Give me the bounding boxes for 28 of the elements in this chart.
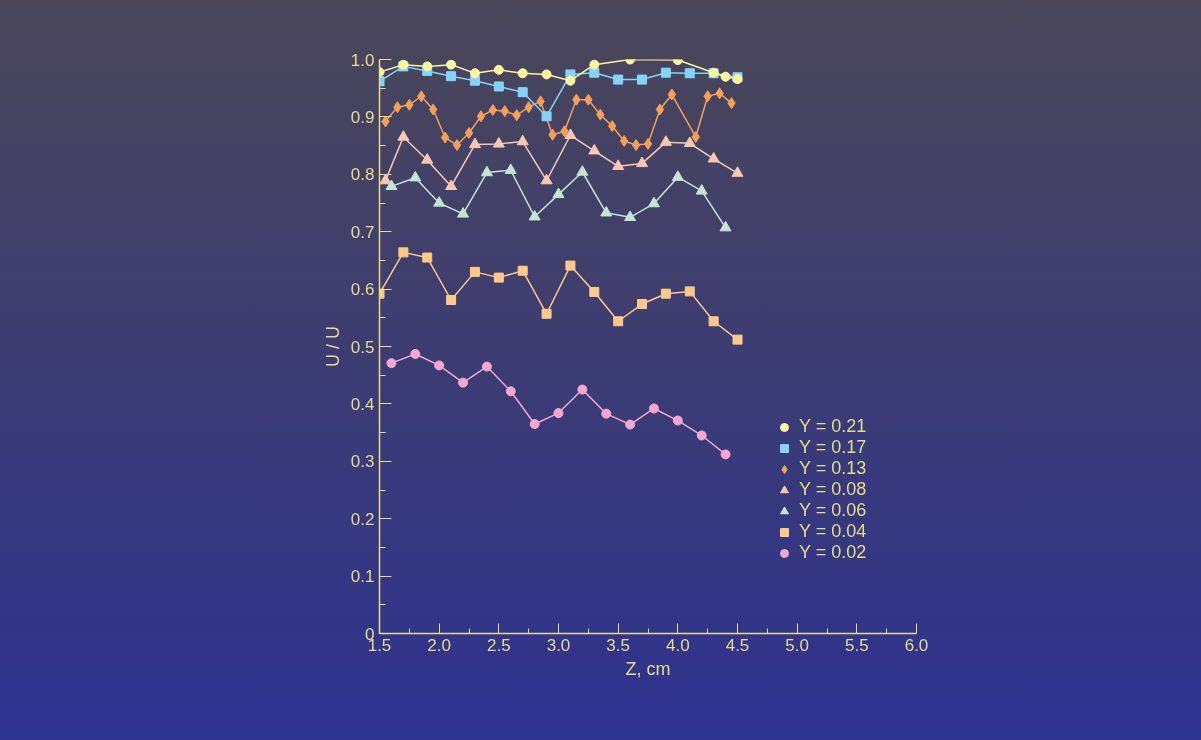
x-tick-label: 2.0 bbox=[427, 635, 451, 655]
legend-label: Y = 0.21 bbox=[799, 416, 867, 437]
y-tick-label: 0.6 bbox=[350, 280, 375, 300]
y-axis-title: U / U bbox=[322, 325, 343, 367]
legend-label: Y = 0.17 bbox=[799, 437, 867, 458]
y-tick-label: 0.2 bbox=[350, 509, 375, 529]
y-tick-label: 0.9 bbox=[350, 107, 375, 127]
x-tick-label: 4.5 bbox=[725, 635, 750, 655]
legend-label: Y = 0.08 bbox=[799, 479, 867, 500]
x-axis-title: Z, cm bbox=[625, 658, 671, 679]
x-tick-label: 3.0 bbox=[546, 635, 571, 655]
legend-label: Y = 0.06 bbox=[799, 500, 867, 521]
y-tick-label: 0.5 bbox=[350, 337, 375, 357]
x-tick-label: 5.0 bbox=[785, 635, 809, 655]
y-tick-label: 0.3 bbox=[350, 452, 375, 472]
y-tick-label: 1.0 bbox=[350, 50, 375, 70]
x-tick-label: 5.5 bbox=[845, 635, 869, 655]
y-tick-label: 0.4 bbox=[350, 394, 375, 414]
x-tick-label: 2.5 bbox=[487, 635, 511, 655]
y-tick-label: 0.1 bbox=[350, 567, 375, 587]
legend-label: Y = 0.04 bbox=[799, 521, 867, 542]
x-tick-label: 6.0 bbox=[904, 635, 929, 655]
legend-label: Y = 0.02 bbox=[799, 542, 867, 563]
x-tick-label: 4.0 bbox=[666, 635, 690, 655]
y-tick-label: 0.7 bbox=[350, 222, 375, 242]
x-tick-label: 3.5 bbox=[606, 635, 630, 655]
y-tick-label: 0.8 bbox=[350, 165, 375, 185]
legend-label: Y = 0.13 bbox=[799, 458, 867, 479]
